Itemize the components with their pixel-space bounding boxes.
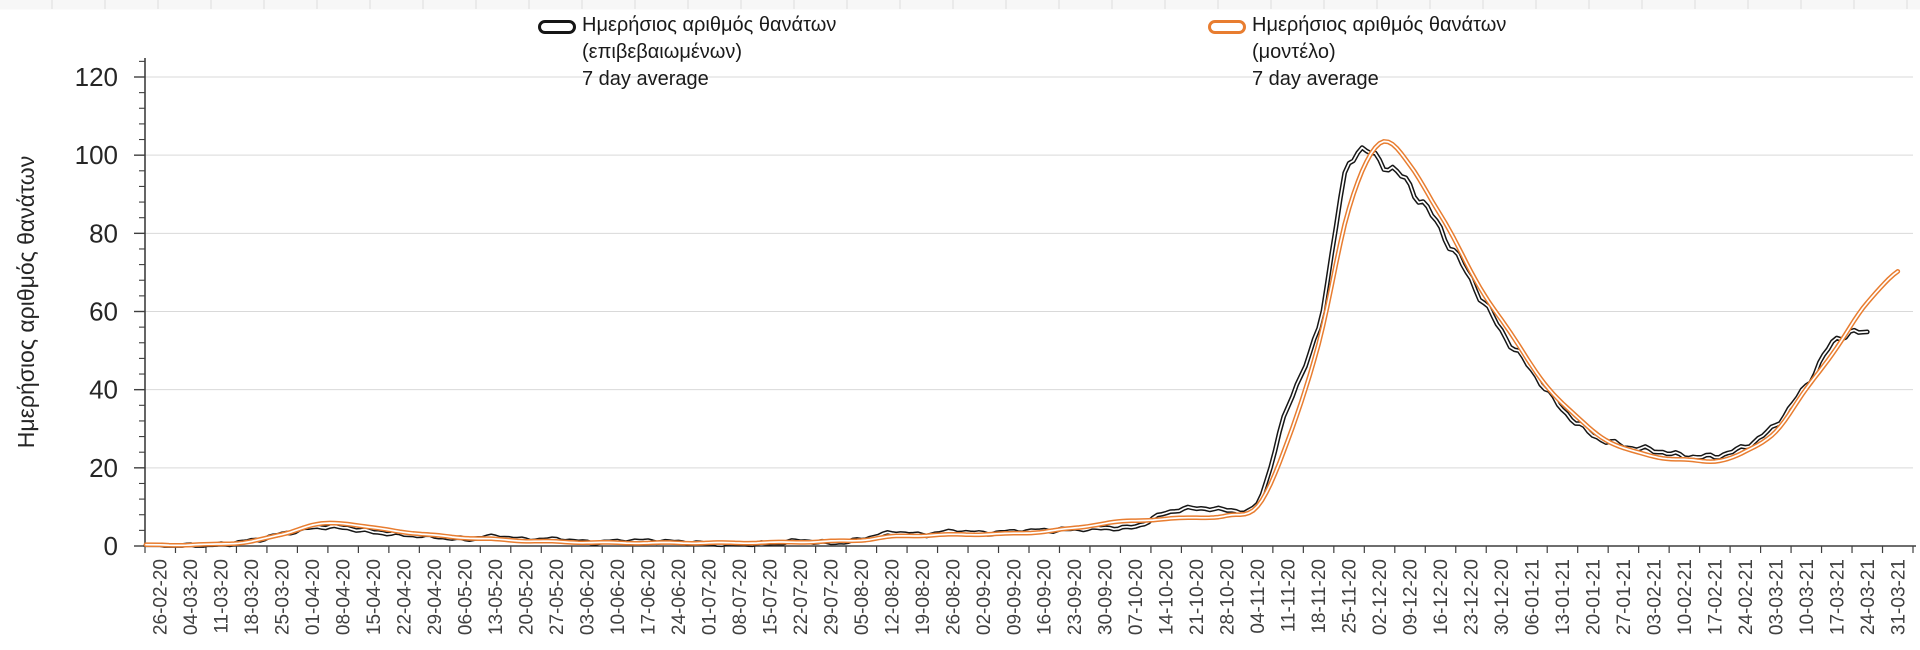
- svg-text:17-02-21: 17-02-21: [1705, 559, 1726, 635]
- series-lines: [143, 139, 1901, 548]
- svg-text:20-05-20: 20-05-20: [517, 559, 538, 635]
- svg-text:09-12-20: 09-12-20: [1401, 559, 1422, 635]
- svg-text:80: 80: [89, 218, 118, 248]
- svg-text:15-07-20: 15-07-20: [760, 559, 781, 635]
- svg-text:22-04-20: 22-04-20: [395, 559, 416, 635]
- svg-text:24-03-21: 24-03-21: [1858, 559, 1879, 635]
- legend-marker-confirmed-line: [538, 20, 576, 34]
- legend-marker-model-line: [1208, 20, 1246, 34]
- svg-text:40: 40: [89, 375, 118, 405]
- svg-text:06-05-20: 06-05-20: [456, 559, 477, 635]
- axes: [134, 58, 1916, 553]
- svg-text:06-01-21: 06-01-21: [1522, 559, 1543, 635]
- svg-text:14-10-20: 14-10-20: [1157, 559, 1178, 635]
- svg-text:04-11-20: 04-11-20: [1248, 559, 1269, 634]
- svg-text:11-11-20: 11-11-20: [1279, 559, 1300, 632]
- y-tick-labels: 0 20 40 60 80 100 120: [75, 62, 118, 561]
- svg-text:22-07-20: 22-07-20: [791, 559, 812, 635]
- legend-text-model: Ημερήσιος αριθμός θανάτων (μοντέλο) 7 da…: [1252, 12, 1506, 93]
- svg-text:20-01-21: 20-01-21: [1583, 559, 1604, 635]
- svg-text:18-03-20: 18-03-20: [242, 559, 263, 635]
- svg-text:16-12-20: 16-12-20: [1431, 559, 1452, 635]
- svg-text:60: 60: [89, 297, 118, 327]
- svg-text:09-09-20: 09-09-20: [1004, 559, 1025, 635]
- legend-entry-model[interactable]: Ημερήσιος αριθμός θανάτων (μοντέλο) 7 da…: [1208, 12, 1506, 93]
- svg-text:10-06-20: 10-06-20: [608, 559, 629, 635]
- svg-text:26-08-20: 26-08-20: [943, 559, 964, 635]
- gridlines: [145, 76, 1913, 469]
- svg-text:18-11-20: 18-11-20: [1309, 559, 1330, 634]
- svg-text:03-02-21: 03-02-21: [1644, 559, 1665, 635]
- svg-text:17-06-20: 17-06-20: [638, 559, 659, 635]
- y-axis-title: Ημερήσιος αριθμός θανάτων: [13, 156, 39, 448]
- svg-text:01-04-20: 01-04-20: [303, 559, 324, 635]
- svg-text:31-03-21: 31-03-21: [1888, 559, 1909, 635]
- svg-text:19-08-20: 19-08-20: [913, 559, 934, 635]
- svg-text:29-07-20: 29-07-20: [821, 559, 842, 635]
- svg-text:100: 100: [75, 140, 118, 170]
- svg-text:04-03-20: 04-03-20: [181, 559, 202, 635]
- svg-text:26-02-20: 26-02-20: [151, 559, 172, 635]
- svg-text:12-08-20: 12-08-20: [882, 559, 903, 635]
- svg-text:15-04-20: 15-04-20: [364, 559, 385, 635]
- svg-text:07-10-20: 07-10-20: [1126, 559, 1147, 635]
- series-model-line: [143, 139, 1901, 548]
- svg-text:20: 20: [89, 453, 118, 483]
- top-edge-strip: [0, 0, 1920, 10]
- svg-text:02-12-20: 02-12-20: [1370, 559, 1391, 635]
- svg-text:30-12-20: 30-12-20: [1492, 559, 1513, 635]
- svg-text:23-09-20: 23-09-20: [1065, 559, 1086, 635]
- svg-text:05-08-20: 05-08-20: [852, 559, 873, 635]
- svg-text:02-09-20: 02-09-20: [974, 559, 995, 635]
- svg-text:08-07-20: 08-07-20: [730, 559, 751, 635]
- svg-text:01-07-20: 01-07-20: [699, 559, 720, 635]
- legend-line-3: 7 day average: [1252, 68, 1379, 90]
- svg-text:03-03-21: 03-03-21: [1766, 559, 1787, 635]
- svg-text:27-05-20: 27-05-20: [547, 559, 568, 635]
- legend-line-2: (μοντέλο): [1252, 41, 1336, 63]
- legend-line-1: Ημερήσιος αριθμός θανάτων: [582, 14, 837, 36]
- series-confirmed-line: [143, 145, 1870, 548]
- svg-text:28-10-20: 28-10-20: [1218, 559, 1239, 635]
- legend-text-confirmed: Ημερήσιος αριθμός θανάτων (επιβεβαιωμένω…: [582, 12, 836, 93]
- svg-text:13-05-20: 13-05-20: [486, 559, 507, 635]
- svg-text:23-12-20: 23-12-20: [1462, 559, 1483, 635]
- x-tick-labels: 26-02-20 04-03-20 11-03-20 18-03-20 25-03-20…: [151, 559, 1910, 635]
- svg-text:29-04-20: 29-04-20: [425, 559, 446, 635]
- svg-text:24-06-20: 24-06-20: [669, 559, 690, 635]
- legend-line-1: Ημερήσιος αριθμός θανάτων: [1252, 14, 1507, 36]
- svg-text:120: 120: [75, 62, 118, 92]
- svg-text:25-03-20: 25-03-20: [273, 559, 294, 635]
- svg-text:30-09-20: 30-09-20: [1096, 559, 1117, 635]
- svg-text:21-10-20: 21-10-20: [1187, 559, 1208, 635]
- svg-text:10-03-21: 10-03-21: [1797, 559, 1818, 635]
- legend-entry-confirmed[interactable]: Ημερήσιος αριθμός θανάτων (επιβεβαιωμένω…: [538, 12, 836, 93]
- svg-text:08-04-20: 08-04-20: [334, 559, 355, 635]
- legend-line-3: 7 day average: [582, 68, 709, 90]
- svg-text:03-06-20: 03-06-20: [578, 559, 599, 635]
- svg-text:10-02-21: 10-02-21: [1675, 559, 1696, 635]
- svg-text:0: 0: [104, 531, 118, 561]
- svg-text:11-03-20: 11-03-20: [212, 559, 233, 634]
- svg-text:17-03-21: 17-03-21: [1827, 559, 1848, 635]
- legend-line-2: (επιβεβαιωμένων): [582, 41, 743, 63]
- svg-text:24-02-21: 24-02-21: [1736, 559, 1757, 635]
- svg-text:25-11-20: 25-11-20: [1340, 559, 1361, 634]
- svg-text:13-01-21: 13-01-21: [1553, 559, 1574, 635]
- svg-text:16-09-20: 16-09-20: [1035, 559, 1056, 635]
- svg-text:27-01-21: 27-01-21: [1614, 559, 1635, 635]
